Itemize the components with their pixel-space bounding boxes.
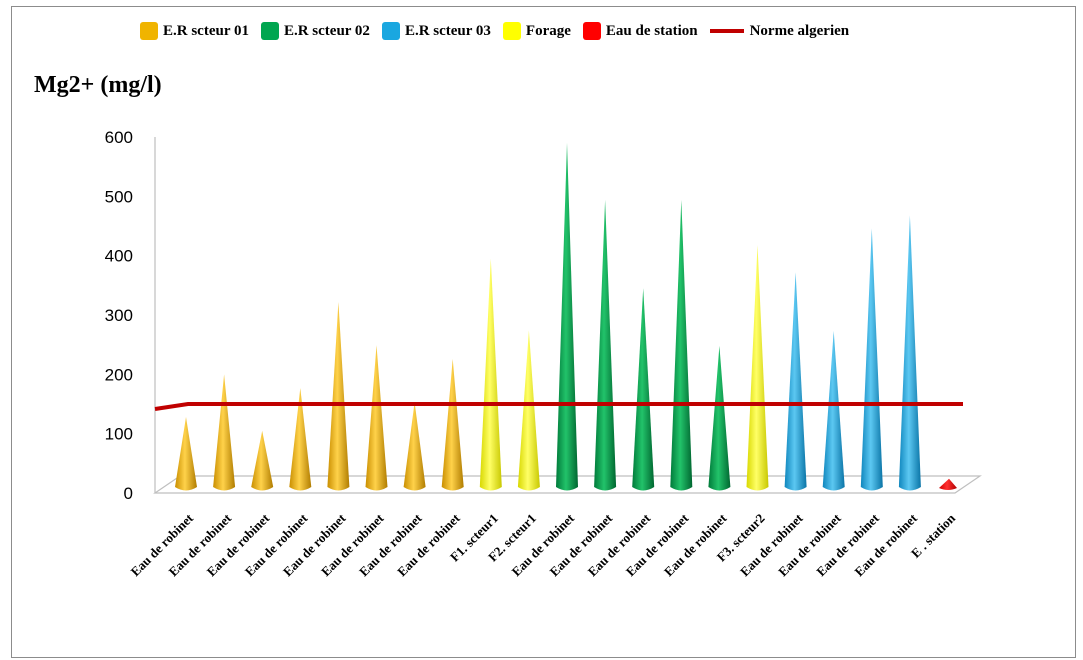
legend: E.R scteur 01 E.R scteur 02 E.R scteur 0… xyxy=(140,20,861,42)
cone-bar xyxy=(251,430,274,491)
cone-bar xyxy=(746,244,769,491)
legend-item-forage: Forage xyxy=(502,22,571,40)
cone-bar xyxy=(289,387,312,491)
legend-item-station: Eau de station xyxy=(582,22,698,40)
legend-line-norme xyxy=(709,29,744,33)
y-tick-label: 300 xyxy=(105,306,133,325)
legend-label-secteur-01: E.R scteur 01 xyxy=(163,22,249,39)
legend-item-secteur-02: E.R scteur 02 xyxy=(260,22,370,40)
cone-bar xyxy=(441,358,464,491)
cone-bar xyxy=(860,228,883,491)
y-axis-title: Mg2+ (mg/l) xyxy=(34,72,162,98)
y-tick-label: 0 xyxy=(124,484,133,503)
legend-label-station: Eau de station xyxy=(605,22,698,39)
cone-bar xyxy=(517,330,540,491)
cone-bar xyxy=(632,288,655,491)
cone-bar xyxy=(365,345,388,491)
legend-label-secteur-02: E.R scteur 02 xyxy=(283,22,370,39)
reference-line xyxy=(154,402,963,411)
y-tick-label: 400 xyxy=(105,247,133,266)
cone-bar xyxy=(556,142,578,491)
cone-bar xyxy=(175,417,197,491)
cone-bar xyxy=(670,199,693,491)
legend-swatch-secteur-01 xyxy=(140,22,158,40)
legend-swatch-station xyxy=(582,22,601,40)
y-tick-label: 200 xyxy=(105,365,133,384)
cone-bar xyxy=(403,402,426,491)
legend-item-norme: Norme algerien xyxy=(709,22,850,40)
cone-bar xyxy=(479,258,502,491)
y-tick-label: 600 xyxy=(105,128,133,147)
cone-bar xyxy=(939,478,957,490)
cone-bar xyxy=(213,374,236,491)
legend-label-secteur-03: E.R scteur 03 xyxy=(404,22,491,39)
legend-swatch-forage xyxy=(502,22,521,40)
legend-swatch-secteur-03 xyxy=(381,22,400,40)
reference-line-group xyxy=(154,402,963,411)
cone-bar xyxy=(784,272,807,491)
cone-bar xyxy=(822,331,845,491)
chart-frame xyxy=(11,6,1076,658)
cone-bar xyxy=(594,199,617,491)
y-tick-label: 500 xyxy=(105,187,133,206)
cone-bar xyxy=(708,345,731,491)
legend-item-secteur-01: E.R scteur 01 xyxy=(140,22,249,40)
legend-swatch-secteur-02 xyxy=(260,22,279,40)
cone-bar xyxy=(327,301,350,491)
legend-label-norme: Norme algerien xyxy=(749,22,850,39)
cone-bar xyxy=(898,215,921,491)
marks xyxy=(175,142,957,491)
y-tick-label: 100 xyxy=(105,425,133,444)
legend-label-forage: Forage xyxy=(525,22,571,39)
legend-item-secteur-03: E.R scteur 03 xyxy=(381,22,491,40)
chart-floor xyxy=(153,475,982,494)
